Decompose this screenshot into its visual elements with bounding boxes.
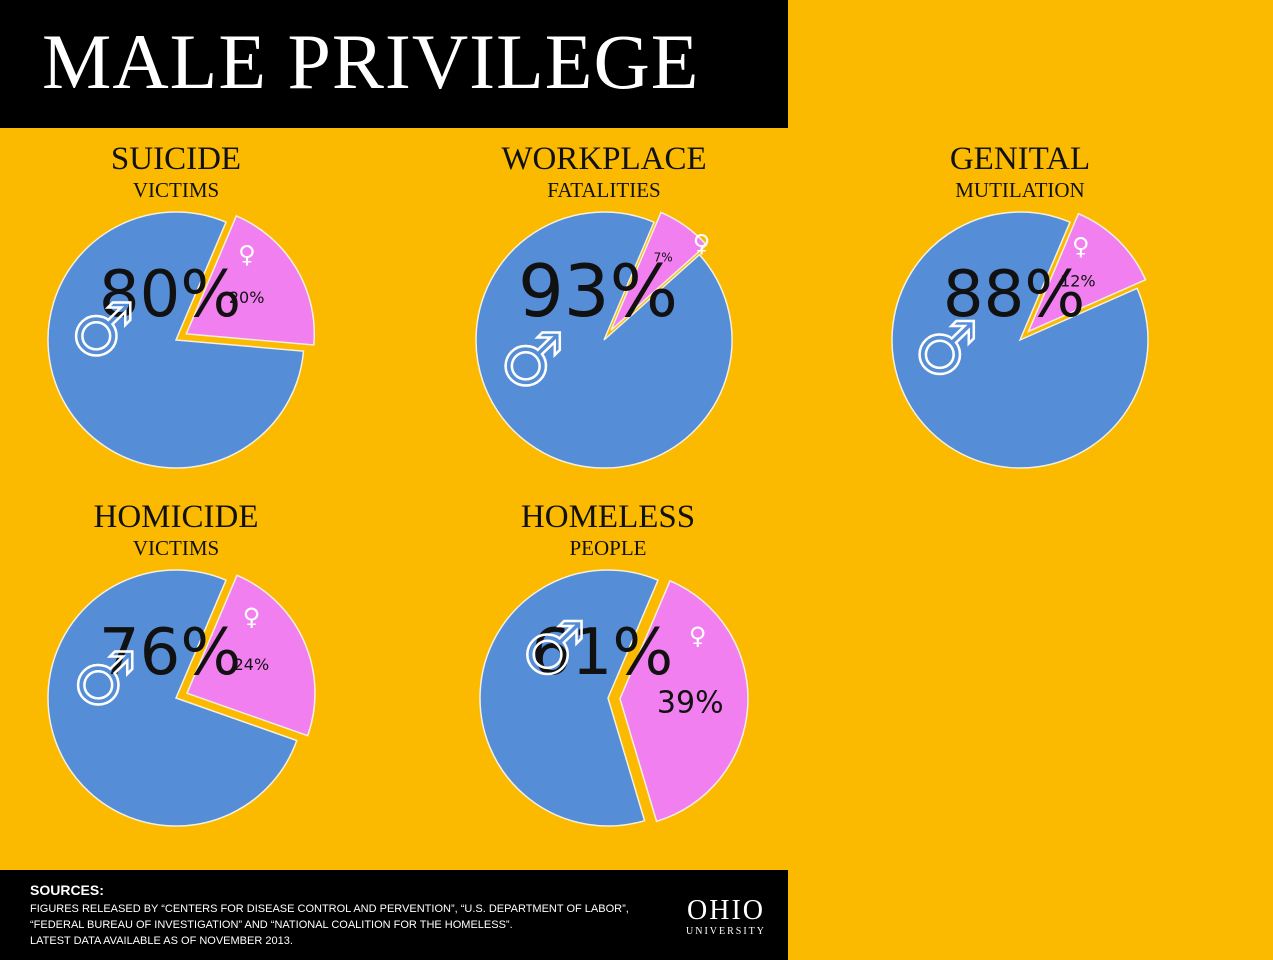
chart-workplace-fatalities: WORKPLACE FATALITIES 93% ♂ 7% ♀ [474,140,734,480]
female-symbol-icon: ♀ [1072,232,1090,260]
male-symbol-icon: ♂ [522,606,587,690]
pie-slice-male [479,569,659,827]
pie-slice-male [47,569,298,827]
pie-label-female: 12% [1060,272,1096,291]
chart-title: WORKPLACE [501,141,707,177]
sources-bar: SOURCES: FIGURES RELEASED BY “CENTERS FO… [0,870,788,960]
pie-slice-male [891,211,1149,469]
pie-chart: 80%♂ 20% ♀ [47,211,316,469]
pie-chart: 93%♂ 7% ♀ [475,211,733,469]
pie-chart: 61%♂ 39% ♀ [479,569,749,827]
chart-genital-mutilation: GENITAL MUTILATION 88% ♂ 12% ♀ [890,140,1150,480]
chart-title: HOMICIDE [93,499,259,535]
pie-slice-female [185,574,316,737]
chart-subtitle: FATALITIES [547,178,661,202]
chart-suicide-victims: SUICIDE VICTIMS 80% ♂ 20% ♀ [46,140,316,480]
pie-slice-female [1026,212,1147,333]
pie-label-female: 20% [229,288,265,307]
pie-slice-female [185,215,316,346]
logo-name: OHIO [687,895,765,926]
pie-label-male: 76% [99,616,241,690]
chart-subtitle: PEOPLE [569,536,647,560]
chart-title: SUICIDE [110,141,242,177]
chart-title: HOMELESS [520,499,696,535]
pie-label-male: 80% [99,258,241,332]
pie-slice-female [619,579,749,823]
chart-subtitle: VICTIMS [132,178,220,202]
male-symbol-icon: ♂ [914,306,979,390]
chart-title: GENITAL [949,141,1091,177]
female-symbol-icon: ♀ [689,622,707,650]
pie-chart: 76%♂ 24% ♀ [47,569,316,827]
sources-line: LATEST DATA AVAILABLE AS OF NOVEMBER 201… [30,935,293,947]
female-symbol-icon: ♀ [693,229,711,257]
ohio-university-logo: OHIO UNIVERSITY [676,896,776,938]
chart-subtitle: VICTIMS [132,536,220,560]
pie-slice-male [47,211,305,469]
title-bar: MALE PRIVILEGE [0,0,788,128]
pie-label-female: 39% [657,686,724,721]
logo-sub: UNIVERSITY [686,926,766,937]
pie-slice-female [610,211,708,331]
pie-label-male: 88% [943,258,1085,332]
sources-line: FIGURES RELEASED BY “CENTERS FOR DISEASE… [30,903,629,915]
sources-line: “FEDERAL BUREAU OF INVESTIGATION” AND “N… [30,919,513,931]
male-symbol-icon: ♂ [500,317,565,401]
male-symbol-icon: ♂ [70,287,135,371]
male-symbol-icon: ♂ [72,636,137,720]
page-title: MALE PRIVILEGE [42,18,700,105]
pie-label-male: 93% [518,249,678,333]
chart-homicide-victims: HOMICIDE VICTIMS 76% ♂ 24% ♀ [46,498,316,838]
chart-homeless-people: HOMELESS PEOPLE 61% ♂ 39% ♀ [478,498,749,838]
pie-chart: 88%♂ 12% ♀ [891,211,1149,469]
chart-subtitle: MUTILATION [955,178,1085,202]
pie-slice-male [475,211,733,469]
sources-heading: SOURCES: [30,882,104,898]
pie-label-female: 24% [234,655,270,674]
pie-label-male: 61% [531,616,673,690]
female-symbol-icon: ♀ [238,241,256,269]
pie-label-female: 7% [654,250,673,264]
female-symbol-icon: ♀ [243,603,261,631]
